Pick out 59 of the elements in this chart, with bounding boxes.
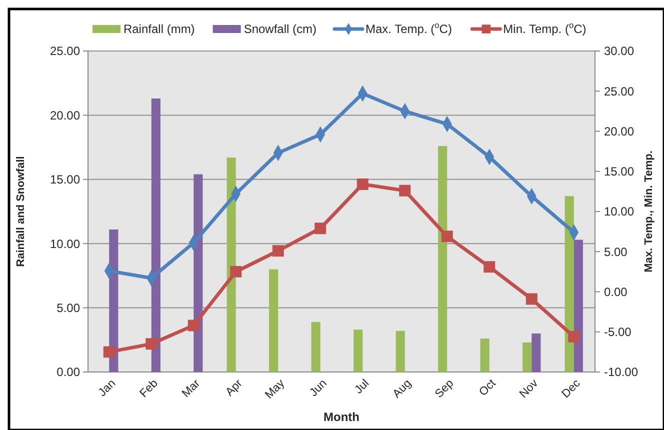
y2-tick-label: -10.00 bbox=[604, 365, 638, 380]
x-tick-label: Dec bbox=[560, 377, 584, 400]
bar bbox=[194, 174, 203, 372]
y2-tick-label: 15.00 bbox=[604, 164, 634, 179]
y2-tick-label: 20.00 bbox=[604, 124, 634, 138]
x-tick-label: Jun bbox=[308, 377, 330, 400]
legend-label: Rainfall (mm) bbox=[123, 22, 195, 36]
y2-tick-label: 25.00 bbox=[604, 84, 634, 98]
x-tick-label: Jan bbox=[96, 377, 118, 400]
y-tick-label: 15.00 bbox=[50, 172, 80, 187]
point bbox=[441, 230, 453, 242]
x-tick-label: Feb bbox=[138, 377, 160, 400]
bar bbox=[226, 158, 236, 372]
bar bbox=[574, 240, 583, 372]
x-tick-label: Mar bbox=[180, 377, 203, 400]
bar bbox=[396, 330, 405, 372]
bar bbox=[522, 342, 532, 372]
y-tick-label: 20.00 bbox=[50, 108, 80, 122]
y2-axis-title: Max. Temp., Min. Temp. bbox=[643, 150, 655, 272]
y-tick-label: 0.00 bbox=[56, 365, 80, 380]
point bbox=[526, 293, 538, 305]
x-tick-label: Oct bbox=[477, 376, 499, 399]
bar bbox=[311, 322, 320, 372]
legend-label: Min. Temp. ($^{o}$C) bbox=[503, 20, 586, 36]
point bbox=[484, 261, 496, 273]
point bbox=[356, 178, 368, 190]
bar bbox=[480, 338, 490, 372]
bar bbox=[438, 146, 448, 372]
bar bbox=[532, 333, 541, 372]
point bbox=[272, 245, 284, 257]
bar bbox=[564, 196, 574, 372]
y2-tick-label: 10.00 bbox=[604, 204, 634, 219]
point bbox=[103, 346, 115, 358]
x-tick-label: Aug bbox=[390, 377, 414, 400]
point bbox=[230, 266, 242, 278]
y-tick-label: 10.00 bbox=[50, 236, 80, 251]
x-tick-label: Apr bbox=[224, 377, 245, 399]
legend-label: Max. Temp. ($^{o}$C) bbox=[365, 20, 452, 36]
x-tick-label: May bbox=[263, 377, 288, 402]
y2-tick-label: 0.00 bbox=[604, 284, 628, 299]
y-tick-label: 25.00 bbox=[50, 44, 80, 58]
y-axis-title: Rainfall and Snowfall bbox=[15, 156, 27, 267]
x-tick-label: Jul bbox=[352, 377, 372, 396]
x-tick-label: Nov bbox=[518, 377, 541, 400]
legend-label: Snowfall (cm) bbox=[244, 22, 316, 36]
bar bbox=[151, 98, 160, 372]
bar bbox=[269, 269, 278, 372]
point bbox=[314, 222, 326, 234]
y2-tick-label: -5.00 bbox=[604, 325, 632, 340]
y2-tick-label: 5.00 bbox=[604, 244, 628, 259]
point bbox=[568, 330, 580, 342]
x-axis-title: Month bbox=[324, 410, 360, 424]
point bbox=[146, 338, 158, 350]
bar bbox=[354, 330, 363, 372]
point bbox=[188, 320, 200, 332]
y2-tick-label: 30.00 bbox=[604, 44, 634, 58]
y-tick-label: 5.00 bbox=[56, 301, 80, 315]
point bbox=[399, 184, 411, 196]
x-tick-label: Sep bbox=[433, 377, 456, 400]
